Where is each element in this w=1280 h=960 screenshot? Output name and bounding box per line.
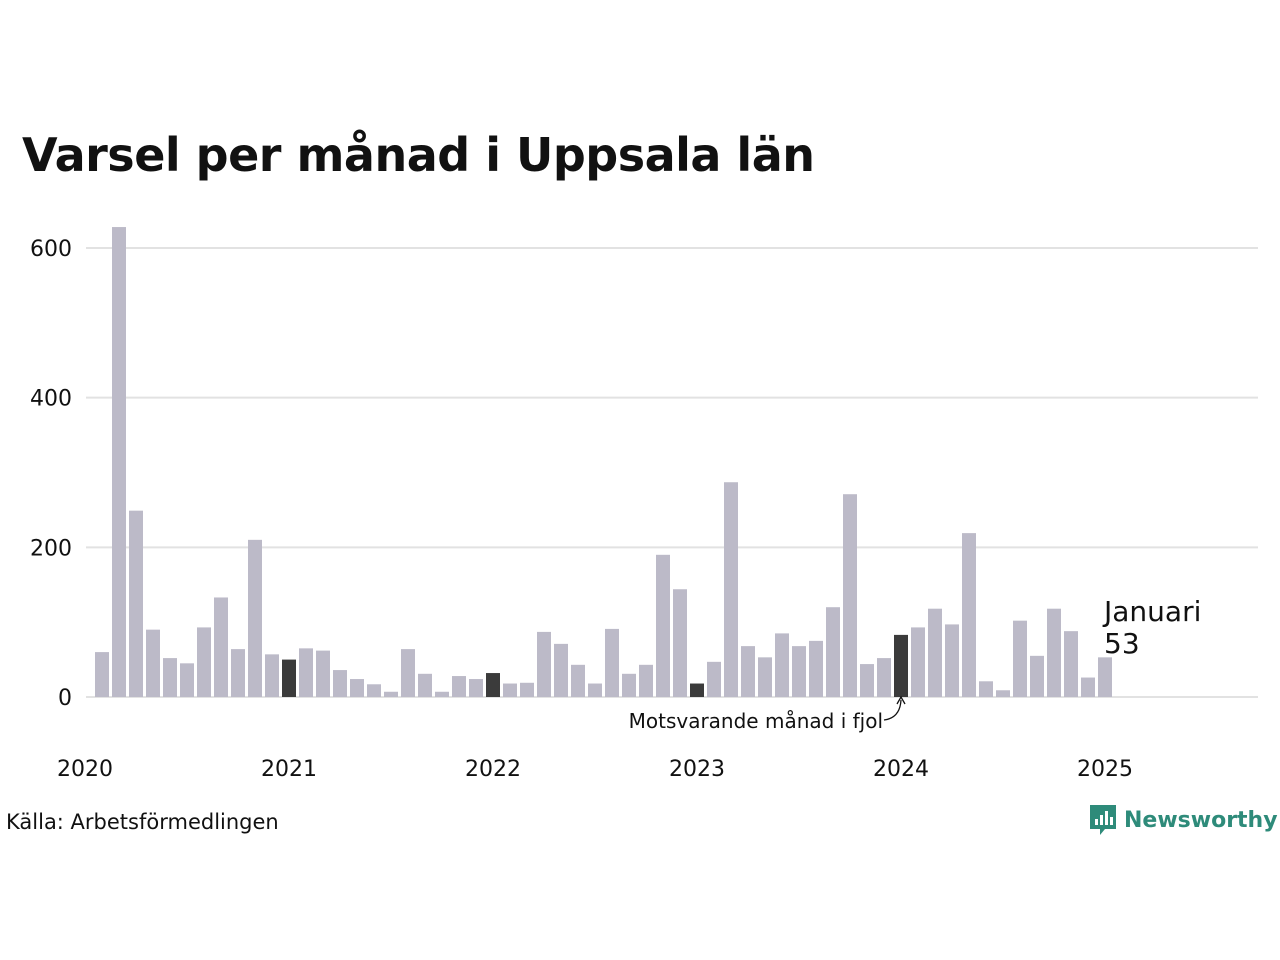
same-month-arrow [883, 699, 902, 721]
bar [129, 510, 143, 697]
bar [690, 683, 704, 697]
bar [724, 482, 738, 697]
bar [435, 691, 449, 697]
bar [673, 589, 687, 697]
bar [299, 648, 313, 697]
chart-title: Varsel per månad i Uppsala län [22, 128, 815, 182]
bar [571, 664, 585, 697]
bar [231, 649, 245, 697]
bar [384, 691, 398, 697]
current-month-label: Januari [1102, 595, 1201, 628]
x-tick-label: 2020 [57, 757, 113, 782]
bar [265, 654, 279, 697]
newsworthy-logo: Newsworthy [1088, 803, 1278, 837]
bar [1030, 655, 1044, 697]
x-axis-ticks: 2020 2021 2022 2023 2024 2025 [57, 757, 1133, 782]
bar [741, 646, 755, 697]
x-tick-label: 2024 [873, 757, 929, 782]
bar [894, 634, 908, 697]
bar [1064, 631, 1078, 697]
current-value-label: 53 [1104, 627, 1140, 660]
bar [418, 673, 432, 697]
bar [622, 673, 636, 697]
bar [605, 628, 619, 697]
bar [95, 652, 109, 697]
bar [520, 682, 534, 697]
bar [452, 676, 466, 697]
bar [112, 227, 126, 697]
bar [707, 661, 721, 697]
y-tick-label: 0 [58, 686, 72, 711]
bar [775, 633, 789, 697]
bar [588, 683, 602, 697]
bar [826, 607, 840, 697]
bar [979, 681, 993, 697]
bar [962, 533, 976, 697]
bar [809, 640, 823, 697]
bar [1081, 677, 1095, 697]
bar [911, 627, 925, 697]
bar [214, 597, 228, 697]
y-axis-ticks: 0 200 400 600 [30, 237, 72, 711]
bar [758, 657, 772, 697]
bar [367, 684, 381, 697]
bar [146, 629, 160, 697]
bar [792, 646, 806, 697]
y-tick-label: 600 [30, 237, 72, 262]
bar [248, 539, 262, 697]
y-tick-label: 200 [30, 536, 72, 561]
bar [1047, 608, 1061, 697]
source-note: Källa: Arbetsförmedlingen [6, 810, 279, 834]
bar [469, 679, 483, 697]
bars [95, 227, 1112, 697]
bar [656, 554, 670, 697]
bar [180, 663, 194, 697]
bar [163, 658, 177, 697]
bar [282, 659, 296, 697]
bar [197, 627, 211, 697]
bar [1098, 657, 1112, 697]
bar [350, 679, 364, 697]
x-tick-label: 2022 [465, 757, 521, 782]
bar [401, 649, 415, 697]
bar-chart: 0 200 400 600 2020 2021 2022 2023 2024 2025 Janu… [30, 227, 1258, 782]
bar [996, 690, 1010, 697]
bar [860, 664, 874, 697]
newsworthy-logo-icon [1090, 805, 1116, 835]
y-tick-label: 400 [30, 387, 72, 412]
bar [486, 673, 500, 697]
bar [877, 658, 891, 697]
same-month-label: Motsvarande månad i fjol [629, 709, 883, 733]
bar [639, 664, 653, 697]
bar [333, 670, 347, 697]
x-tick-label: 2021 [261, 757, 317, 782]
bar [1013, 620, 1027, 697]
newsworthy-logo-text: Newsworthy [1124, 807, 1278, 833]
bar [537, 631, 551, 697]
x-tick-label: 2023 [669, 757, 725, 782]
bar [503, 683, 517, 697]
annotations: Januari 53 Motsvarande månad i fjol [629, 595, 1202, 733]
x-tick-label: 2025 [1077, 757, 1133, 782]
bar [928, 608, 942, 697]
grid-lines [86, 247, 1258, 698]
bar [316, 650, 330, 697]
bar [554, 643, 568, 697]
bar [945, 624, 959, 697]
same-month-arrowhead [896, 695, 906, 705]
bar [843, 494, 857, 697]
